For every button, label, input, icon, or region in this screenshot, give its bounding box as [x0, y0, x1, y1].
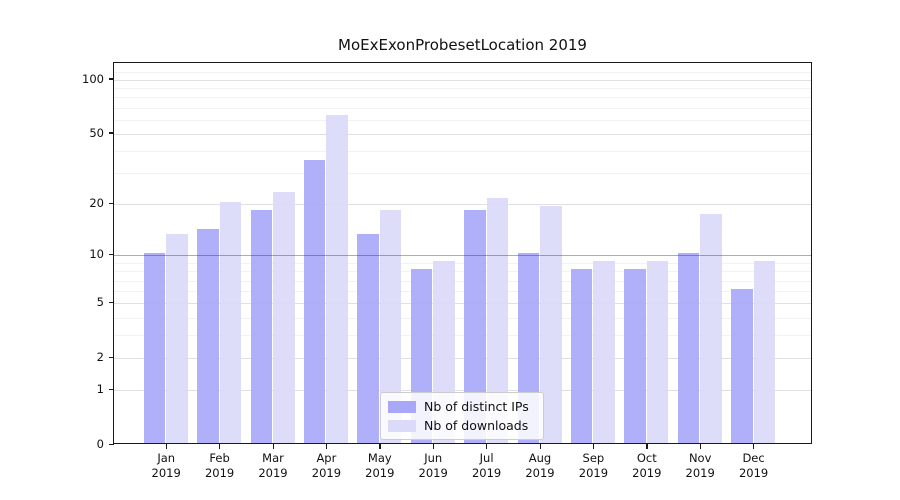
y-tick-label-10: 10: [89, 247, 104, 262]
bar-downloads-apr: [326, 115, 348, 443]
bar-ips-feb: [197, 228, 219, 443]
x-tick-label-jul: Jul 2019: [471, 451, 502, 480]
plot-area: [113, 62, 812, 444]
bar-downloads-may: [379, 210, 402, 443]
gridline-7: [114, 280, 811, 282]
bar-ips-nov: [677, 253, 700, 443]
x-tick-mark-sep: [592, 444, 595, 449]
x-tick-mark-may: [379, 444, 381, 449]
legend-label-downloads: Nb of downloads: [424, 418, 529, 433]
bar-ips-jul: [464, 210, 486, 443]
y-tick-label-0: 0: [96, 437, 104, 451]
x-tick-label-oct: Oct 2019: [632, 451, 662, 480]
x-tick-label-apr: Apr 2019: [311, 451, 342, 480]
x-tick-mark-jul: [486, 444, 488, 449]
bar-downloads-mar: [273, 191, 295, 443]
gridline-9: [114, 262, 811, 264]
bar-downloads-jan: [166, 234, 188, 443]
x-tick-mark-apr: [325, 444, 328, 449]
x-tick-mark-mar: [272, 444, 274, 449]
gridline-60: [114, 119, 811, 121]
legend-item-distinct-ips: Nb of distinct IPs: [388, 399, 535, 414]
gridline-70: [114, 107, 811, 109]
x-tick-mark-jan: [165, 444, 167, 449]
bar-downloads-nov: [700, 214, 722, 443]
bar-ips-dec: [731, 289, 753, 443]
chart-title: MoExExonProbesetLocation 2019: [338, 36, 587, 54]
x-tick-mark-aug: [539, 444, 541, 449]
y-tick-mark-0: [108, 443, 114, 445]
y-tick-label-1: 1: [96, 382, 104, 397]
y-tick-label-100: 100: [82, 71, 104, 86]
x-tick-mark-oct: [646, 444, 648, 449]
gridline-10: [114, 255, 811, 257]
gridline-30: [114, 173, 811, 175]
x-tick-mark-dec: [753, 444, 755, 449]
x-tick-label-sep: Sep 2019: [578, 451, 609, 480]
gridline-6: [114, 291, 811, 292]
y-tick-mark-5: [108, 301, 114, 303]
x-tick-mark-nov: [699, 444, 701, 449]
legend-label-distinct-ips: Nb of distinct IPs: [424, 399, 529, 414]
bar-ips-jan: [143, 253, 166, 443]
gridline-1: [114, 390, 811, 392]
y-tick-mark-10: [108, 253, 114, 256]
y-tick-mark-1: [108, 388, 114, 390]
x-tick-label-mar: Mar 2019: [258, 451, 288, 480]
x-tick-mark-jun: [432, 444, 434, 449]
bar-downloads-feb: [219, 202, 242, 443]
y-tick-label-2: 2: [96, 350, 104, 365]
gridline-50: [114, 133, 811, 135]
x-tick-mark-feb: [219, 444, 221, 449]
gridline-40: [114, 151, 811, 153]
y-tick-label-5: 5: [96, 295, 104, 310]
bar-downloads-oct: [646, 260, 669, 443]
gridline-2: [114, 358, 811, 360]
x-tick-label-aug: Aug 2019: [525, 451, 555, 480]
gridline-20: [114, 204, 811, 206]
gridline-90: [114, 88, 811, 90]
x-tick-label-dec: Dec 2019: [738, 451, 769, 480]
x-tick-label-feb: Feb 2019: [204, 451, 235, 480]
gridline-8: [114, 271, 811, 273]
gridline-3: [114, 335, 811, 337]
distinct-ips-swatch: [388, 400, 416, 413]
gridline-100: [114, 79, 811, 81]
y-tick-label-50: 50: [89, 125, 104, 140]
bar-ips-mar: [250, 210, 272, 443]
legend: Nb of distinct IPs Nb of downloads: [380, 392, 544, 440]
x-tick-label-jun: Jun 2019: [418, 451, 448, 480]
x-tick-label-nov: Nov 2019: [685, 451, 715, 480]
gridline-5: [114, 303, 811, 305]
gridline-4: [114, 317, 811, 319]
x-tick-label-may: May 2019: [365, 451, 395, 480]
bar-ips-sep: [570, 269, 593, 443]
x-tick-label-jan: Jan 2019: [151, 451, 181, 480]
y-tick-mark-100: [108, 78, 114, 80]
bar-downloads-dec: [753, 260, 776, 443]
bar-ips-oct: [624, 269, 646, 443]
y-tick-mark-20: [108, 202, 114, 204]
gridline-80: [114, 97, 811, 99]
y-tick-mark-2: [108, 356, 114, 358]
bar-downloads-aug: [540, 206, 562, 443]
y-tick-label-20: 20: [89, 196, 104, 211]
bar-ips-apr: [303, 159, 326, 443]
downloads-swatch: [388, 419, 416, 432]
legend-item-downloads: Nb of downloads: [388, 418, 535, 433]
y-tick-mark-50: [108, 132, 114, 134]
bar-downloads-jul: [486, 198, 509, 443]
bar-downloads-sep: [593, 260, 615, 443]
bar-ips-may: [357, 234, 379, 443]
gridline-110: [114, 72, 811, 74]
